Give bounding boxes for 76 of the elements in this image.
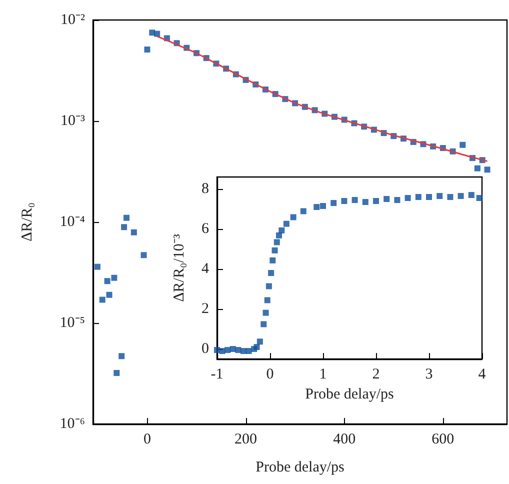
point xyxy=(468,192,474,198)
x-tick-label: 0 xyxy=(266,366,274,382)
x-tick-label: 4 xyxy=(478,366,486,382)
point xyxy=(130,229,137,236)
point xyxy=(118,353,125,360)
y-tick-label: 10⁻⁵ xyxy=(60,315,85,331)
x-tick-label: 200 xyxy=(234,432,258,448)
point xyxy=(262,310,269,316)
x-tick-label: 1 xyxy=(319,366,327,382)
x-axis-title: Probe delay/ps xyxy=(305,386,394,402)
y-tick-label: 10⁻² xyxy=(60,12,86,28)
x-axis-title: Probe delay/ps xyxy=(256,460,345,476)
point xyxy=(140,252,147,258)
point xyxy=(111,274,118,281)
point xyxy=(264,297,270,304)
y-tick-label: 4 xyxy=(202,261,210,277)
point xyxy=(214,347,220,353)
point xyxy=(274,239,280,246)
point xyxy=(278,227,285,234)
point xyxy=(114,370,120,376)
x-tick-label: 600 xyxy=(432,432,454,448)
point xyxy=(460,142,466,148)
point xyxy=(94,264,100,270)
point xyxy=(300,208,306,214)
point xyxy=(104,278,110,284)
point xyxy=(283,220,290,227)
point xyxy=(458,193,464,199)
y-tick-label: 10⁻⁴ xyxy=(60,214,85,230)
x-tick-label: 400 xyxy=(333,432,356,448)
point xyxy=(352,197,358,203)
point xyxy=(144,46,150,53)
point xyxy=(484,166,490,173)
point xyxy=(320,203,326,209)
point xyxy=(235,347,242,353)
point xyxy=(341,198,348,204)
y-tick-label: 10⁻⁶ xyxy=(60,416,85,432)
x-tick-label: -1 xyxy=(210,366,224,382)
point xyxy=(256,338,263,345)
point xyxy=(106,292,112,298)
y-tick-label: 6 xyxy=(202,221,210,237)
point xyxy=(254,344,260,350)
point xyxy=(124,214,130,221)
point xyxy=(415,194,422,200)
point xyxy=(426,194,432,200)
point xyxy=(384,196,390,202)
point xyxy=(268,270,274,276)
point xyxy=(121,224,128,230)
y-tick-label: 8 xyxy=(202,181,209,197)
y-tick-label: 2 xyxy=(202,301,209,317)
point xyxy=(270,257,276,264)
point xyxy=(154,30,160,37)
y-axis-title: ΔR/R₀/10⁻³ xyxy=(172,234,188,302)
point xyxy=(447,194,454,200)
point xyxy=(362,199,368,205)
point xyxy=(476,195,482,201)
point xyxy=(224,347,231,353)
point xyxy=(240,348,246,354)
y-axis-title: ΔR/R₀ xyxy=(20,202,36,242)
point xyxy=(99,296,106,303)
point xyxy=(436,193,443,199)
y-tick-label: 10⁻³ xyxy=(60,113,86,129)
x-tick-label: 0 xyxy=(143,432,151,448)
point xyxy=(330,200,337,206)
point xyxy=(266,283,272,290)
point xyxy=(290,214,296,220)
y-tick-label: 0 xyxy=(202,341,209,357)
point xyxy=(474,165,480,172)
point xyxy=(260,321,267,328)
point xyxy=(314,204,320,210)
point xyxy=(373,198,379,204)
point xyxy=(272,247,278,254)
x-tick-label: 2 xyxy=(372,366,380,382)
point xyxy=(404,195,411,201)
x-tick-label: 3 xyxy=(425,366,433,382)
point xyxy=(394,197,400,203)
point xyxy=(276,232,282,238)
